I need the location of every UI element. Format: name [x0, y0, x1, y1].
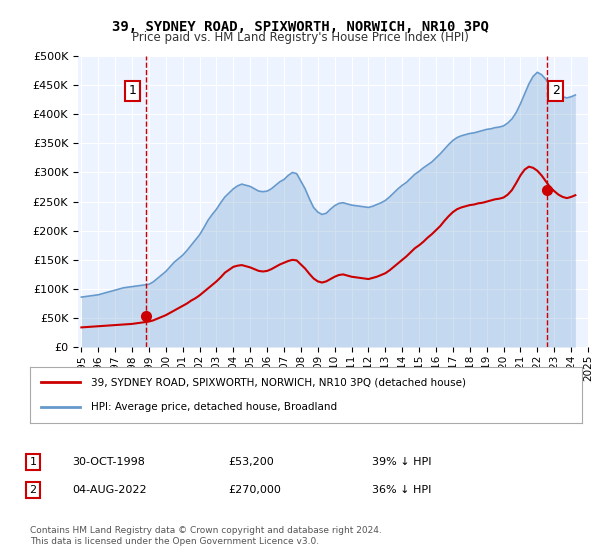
Text: 1: 1	[29, 457, 37, 467]
Text: 39, SYDNEY ROAD, SPIXWORTH, NORWICH, NR10 3PQ: 39, SYDNEY ROAD, SPIXWORTH, NORWICH, NR1…	[112, 20, 488, 34]
Text: 39, SYDNEY ROAD, SPIXWORTH, NORWICH, NR10 3PQ (detached house): 39, SYDNEY ROAD, SPIXWORTH, NORWICH, NR1…	[91, 377, 466, 388]
Text: 36% ↓ HPI: 36% ↓ HPI	[372, 485, 431, 495]
Text: 30-OCT-1998: 30-OCT-1998	[72, 457, 145, 467]
Text: 2: 2	[551, 85, 560, 97]
Text: 1: 1	[128, 85, 136, 97]
Text: £270,000: £270,000	[228, 485, 281, 495]
Text: Contains HM Land Registry data © Crown copyright and database right 2024.
This d: Contains HM Land Registry data © Crown c…	[30, 526, 382, 546]
Text: 39% ↓ HPI: 39% ↓ HPI	[372, 457, 431, 467]
Text: Price paid vs. HM Land Registry's House Price Index (HPI): Price paid vs. HM Land Registry's House …	[131, 31, 469, 44]
Text: £53,200: £53,200	[228, 457, 274, 467]
Text: 2: 2	[29, 485, 37, 495]
Text: HPI: Average price, detached house, Broadland: HPI: Average price, detached house, Broa…	[91, 402, 337, 412]
Text: 04-AUG-2022: 04-AUG-2022	[72, 485, 146, 495]
